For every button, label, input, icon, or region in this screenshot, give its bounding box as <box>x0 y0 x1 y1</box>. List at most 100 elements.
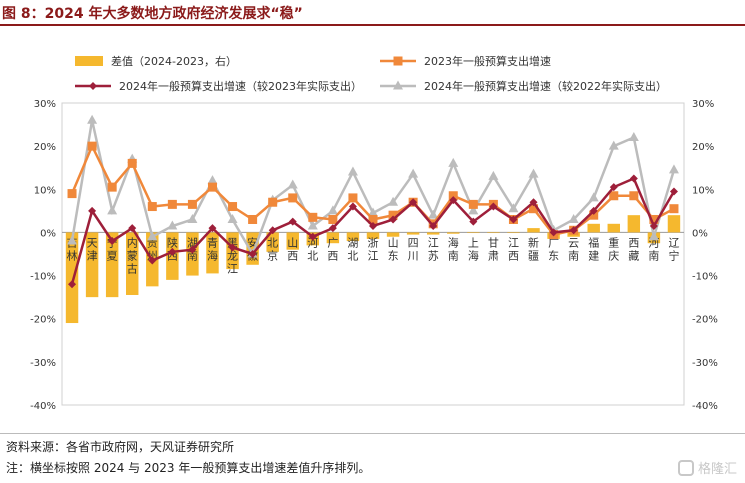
series-2022-point <box>668 164 679 174</box>
legend-swatch-bar <box>75 56 103 66</box>
source-text: 资料来源：各省市政府网，天风证券研究所 <box>6 440 235 454</box>
y-tick-label-left: -40% <box>30 401 56 412</box>
series-2023-point <box>248 214 258 224</box>
y-tick-label-left: 30% <box>34 99 56 110</box>
bar-diff <box>166 232 179 280</box>
x-tick-label: 海南 <box>448 235 459 262</box>
y-tick-label-right: 0% <box>692 228 708 239</box>
series-2022-point <box>107 205 118 215</box>
series-2024-point <box>489 202 498 211</box>
x-tick-label: 江西 <box>508 236 519 262</box>
bar-diff <box>467 232 480 234</box>
series-2023-point <box>268 197 278 207</box>
bar-diff <box>206 232 219 274</box>
series-2022-point <box>648 231 659 241</box>
x-tick-label: 黑龙江 <box>227 236 238 275</box>
y-tick-label-right: -20% <box>692 315 718 326</box>
series-2023-point <box>107 182 117 192</box>
series-2023-point <box>448 191 458 201</box>
series-2023-point <box>649 214 659 224</box>
series-2022-point <box>608 140 619 150</box>
series-2022-point <box>227 213 238 223</box>
watermark-text: 格隆汇 <box>697 462 737 477</box>
bar-diff <box>286 232 299 250</box>
series-2023-point <box>669 204 679 214</box>
watermark-logo-icon <box>677 459 694 476</box>
bar-diff <box>346 232 360 242</box>
series-2024-point <box>669 187 678 196</box>
series-2023-point <box>288 193 298 203</box>
series-2024-point <box>429 221 438 230</box>
bar-diff <box>386 232 400 237</box>
series-2024-point <box>168 247 177 256</box>
y-tick-label-right: 20% <box>692 142 714 153</box>
series-2024-point <box>629 174 638 183</box>
title-bar: 图 8：2024 年大多数地方政府经济发展求“稳” <box>0 0 745 26</box>
x-tick-label: 重庆 <box>608 235 619 262</box>
series-2024-point <box>88 206 97 215</box>
legend-swatch-marker <box>393 80 403 90</box>
series-2022-point <box>368 207 378 217</box>
legend-label: 2023年一般预算支出增速 <box>424 54 551 68</box>
watermark: 格隆汇 <box>677 458 737 477</box>
series-2022-point <box>588 192 599 202</box>
series-2022-point <box>307 220 318 230</box>
series-2024-point <box>228 243 237 252</box>
series-2024-point <box>409 198 418 207</box>
footer-divider <box>0 433 745 434</box>
series-2022-point <box>388 196 399 206</box>
bar-diff <box>65 232 79 324</box>
legend-label: 差值（2024-2023，右） <box>111 54 237 68</box>
series-2024-point <box>268 226 277 235</box>
figure-title: 图 8：2024 年大多数地方政府经济发展求“稳” <box>2 6 303 22</box>
bar-diff <box>447 232 460 234</box>
y-tick-label-right: 10% <box>692 185 714 196</box>
x-tick-label: 福建 <box>588 235 599 262</box>
bar-diff <box>126 232 139 295</box>
legend-label: 2024年一般预算支出增速（较2022年实际支出） <box>424 79 667 93</box>
series-2022-point <box>167 220 178 230</box>
series-2023-point <box>609 191 619 201</box>
bar-diff <box>507 232 520 234</box>
series-2022-point <box>488 170 499 180</box>
series-2023-point <box>468 199 478 209</box>
x-tick-label: 新疆 <box>528 235 539 262</box>
legend-label: 2024年一般预算支出增速（较2023年实际支出） <box>119 79 362 93</box>
series-2022-point <box>408 168 419 178</box>
bar-diff <box>366 232 380 239</box>
x-tick-label: 天津 <box>87 236 98 262</box>
series-2023-point <box>147 202 157 212</box>
series-2023-point <box>167 199 177 209</box>
bar-diff <box>667 215 681 233</box>
series-2024-point <box>589 206 598 215</box>
x-tick-label: 北京 <box>267 236 278 262</box>
series-2024-point <box>68 280 77 289</box>
series-2024-point <box>128 224 137 233</box>
y-tick-label-left: -10% <box>30 272 56 283</box>
bar-diff <box>266 232 279 252</box>
x-tick-label: 西藏 <box>628 236 639 262</box>
series-2024-point <box>509 215 518 224</box>
bar-diff <box>326 232 340 244</box>
series-2023-point <box>87 141 97 151</box>
series-2022-point <box>508 203 519 213</box>
bar-diff <box>587 223 600 233</box>
bar-diff <box>426 232 440 235</box>
series-2022-point <box>628 132 639 142</box>
series-2023-point <box>308 212 318 222</box>
y-tick-label-left: 20% <box>34 142 56 153</box>
x-tick-label: 山西 <box>287 236 298 262</box>
y-tick-label-right: -10% <box>692 272 718 283</box>
x-tick-label: 河南 <box>648 236 659 262</box>
bar-diff <box>487 232 500 234</box>
series-2024-point <box>308 232 317 241</box>
x-tick-label: 河北 <box>307 236 318 262</box>
series-2023-point <box>187 199 197 209</box>
x-tick-label: 江苏 <box>428 236 439 262</box>
series-2023-point <box>207 182 217 192</box>
series-2024-point <box>328 224 337 233</box>
series-2022-point <box>448 157 459 167</box>
x-tick-label: 上海 <box>468 236 479 262</box>
series-2024-point <box>449 196 458 205</box>
series-2022-point <box>568 213 579 223</box>
